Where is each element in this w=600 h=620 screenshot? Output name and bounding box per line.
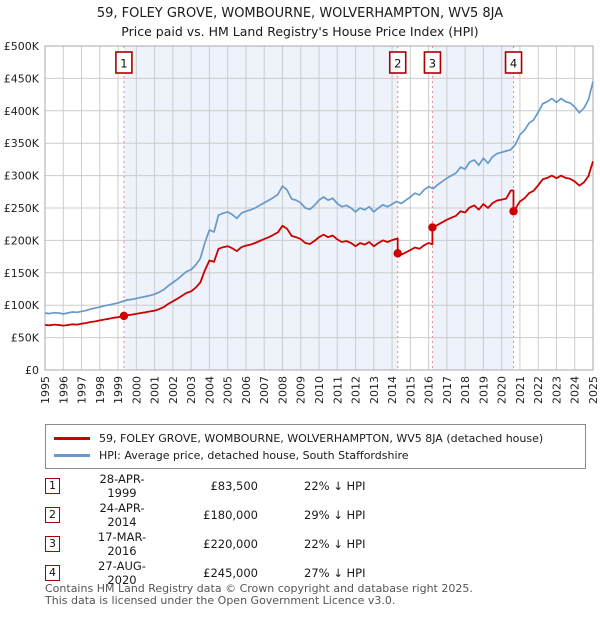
x-axis-tick-label: 2004 xyxy=(203,376,216,404)
y-axis-tick-label: £450K xyxy=(4,72,40,85)
sale-point-dot xyxy=(509,207,518,216)
transaction-hpi-delta: 22% ↓ HPI xyxy=(304,536,366,551)
transaction-price: £220,000 xyxy=(203,536,258,551)
x-axis-tick-label: 2012 xyxy=(350,376,363,404)
x-axis-tick-label: 2007 xyxy=(258,376,271,404)
x-axis-tick-label: 2013 xyxy=(368,376,381,404)
x-axis-tick-label: 1995 xyxy=(39,376,52,404)
x-axis-tick-label: 2023 xyxy=(550,376,563,404)
chart-legend: 59, FOLEY GROVE, WOMBOURNE, WOLVERHAMPTO… xyxy=(45,424,586,469)
transaction-price: £83,500 xyxy=(210,478,258,493)
y-axis-tick-label: £250K xyxy=(4,202,40,215)
y-axis-tick-label: £500K xyxy=(4,40,40,53)
transaction-hpi-delta: 27% ↓ HPI xyxy=(304,565,366,580)
sale-marker-box xyxy=(388,51,407,74)
transaction-number-badge: 1 xyxy=(45,477,60,494)
x-axis-tick-label: 2021 xyxy=(514,376,527,404)
y-axis-tick-label: £200K xyxy=(4,234,40,247)
sale-point-dot xyxy=(119,311,129,321)
x-axis-tick-label: 2014 xyxy=(386,376,399,404)
footer-line-1: Contains HM Land Registry data © Crown c… xyxy=(45,582,473,595)
transaction-hpi-delta: 29% ↓ HPI xyxy=(304,507,366,522)
transaction-number-badge: 4 xyxy=(45,564,60,581)
sale-marker-box xyxy=(504,51,523,74)
sale-point-dot xyxy=(393,249,402,258)
x-axis-tick-label: 2020 xyxy=(496,376,509,404)
sale-marker-number: 3 xyxy=(429,57,436,71)
hpi-line xyxy=(44,81,594,315)
x-axis-tick-label: 1996 xyxy=(57,376,70,404)
x-axis-tick-label: 2017 xyxy=(441,376,454,404)
x-axis-tick-label: 2001 xyxy=(149,376,162,404)
transaction-date: 24-APR-2014 xyxy=(99,500,145,529)
page-subtitle: Price paid vs. HM Land Registry's House … xyxy=(121,24,479,39)
sale-marker-number: 1 xyxy=(120,57,127,71)
y-axis-tick-label: £150K xyxy=(4,267,40,280)
y-axis-tick-label: £400K xyxy=(4,105,40,118)
table-row: 3 17-MAR-2016 £220,000 22% ↓ HPI xyxy=(45,529,585,558)
transaction-price: £245,000 xyxy=(203,565,258,580)
legend-label: HPI: Average price, detached house, Sout… xyxy=(99,449,409,462)
price-chart: 1 2 3 4 £0 £50K £100K £150K £200K £250K £300K £350K… xyxy=(4,40,600,404)
table-row: 4 27-AUG-2020 £245,000 27% ↓ HPI xyxy=(45,558,585,587)
x-axis-tick-label: 2002 xyxy=(167,376,180,404)
sale-marker-number: 4 xyxy=(510,57,517,71)
sale-marker-number: 2 xyxy=(394,57,401,71)
x-axis-tick-label: 2024 xyxy=(569,376,582,404)
x-axis-tick-label: 2025 xyxy=(587,376,600,404)
y-axis-tick-label: £100K xyxy=(4,299,40,312)
legend-label: 59, FOLEY GROVE, WOMBOURNE, WOLVERHAMPTO… xyxy=(99,432,544,445)
y-axis-tick-label: £300K xyxy=(4,170,40,183)
x-axis-tick-label: 2010 xyxy=(313,376,326,404)
x-axis-tick-label: 2018 xyxy=(459,376,472,404)
transaction-hpi-delta: 22% ↓ HPI xyxy=(304,478,366,493)
transaction-date: 28-APR-1999 xyxy=(99,471,145,500)
transaction-date: 17-MAR-2016 xyxy=(97,529,147,558)
x-axis-tick-label: 2009 xyxy=(295,376,308,404)
x-axis-tick-label: 2000 xyxy=(130,376,143,404)
page-title: 59, FOLEY GROVE, WOMBOURNE, WOLVERHAMPTO… xyxy=(96,6,504,21)
x-axis-tick-label: 2015 xyxy=(404,376,417,404)
transaction-date: 27-AUG-2020 xyxy=(98,558,146,587)
x-axis-tick-label: 2016 xyxy=(423,376,436,404)
transaction-number-badge: 2 xyxy=(45,506,60,523)
x-axis-tick-label: 2003 xyxy=(185,376,198,404)
x-axis-tick-label: 1998 xyxy=(94,376,107,404)
footer-line-2: This data is licensed under the Open Gov… xyxy=(45,593,396,607)
license-footer: Contains HM Land Registry data © Crown c… xyxy=(45,583,585,606)
x-axis-tick-label: 2006 xyxy=(240,376,253,404)
x-axis-tick-label: 2011 xyxy=(331,376,344,404)
x-axis-tick-label: 2005 xyxy=(222,376,235,404)
x-axis-tick-label: 1997 xyxy=(76,376,89,404)
y-axis-tick-label: £350K xyxy=(4,137,40,150)
plot-frame xyxy=(44,45,594,371)
property-line-swatch xyxy=(54,437,90,440)
transaction-price: £180,000 xyxy=(203,507,258,522)
transaction-number-badge: 3 xyxy=(45,535,60,552)
x-axis-tick-label: 1999 xyxy=(112,376,125,404)
table-row: 1 28-APR-1999 £83,500 22% ↓ HPI xyxy=(45,471,585,500)
sale-marker-box xyxy=(423,51,442,74)
hpi-line-swatch xyxy=(54,454,90,457)
transactions-table: 1 28-APR-1999 £83,500 22% ↓ HPI 2 24-APR… xyxy=(45,471,585,587)
sale-marker-box xyxy=(115,51,133,74)
y-axis-tick-label: £50K xyxy=(11,332,40,345)
property-price-line xyxy=(44,161,594,327)
x-axis-tick-label: 2022 xyxy=(532,376,545,404)
table-row: 2 24-APR-2014 £180,000 29% ↓ HPI xyxy=(45,500,585,529)
legend-item-property: 59, FOLEY GROVE, WOMBOURNE, WOLVERHAMPTO… xyxy=(54,430,577,447)
x-axis-tick-label: 2008 xyxy=(276,376,289,404)
y-axis-tick-label: £0 xyxy=(25,364,39,377)
legend-item-hpi: HPI: Average price, detached house, Sout… xyxy=(54,447,577,464)
sale-point-dot xyxy=(428,223,437,232)
x-axis-tick-label: 2019 xyxy=(477,376,490,404)
